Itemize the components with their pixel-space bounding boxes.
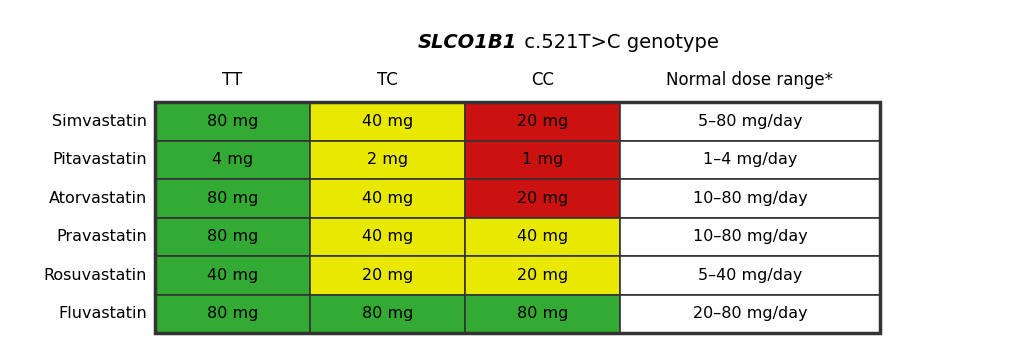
Text: Rosuvastatin: Rosuvastatin (44, 268, 147, 283)
Text: 80 mg: 80 mg (207, 191, 258, 206)
Text: 40 mg: 40 mg (362, 229, 413, 244)
Bar (155, 102, 310, 141)
Text: 80 mg: 80 mg (207, 229, 258, 244)
Bar (620, 256, 880, 295)
Text: 80 mg: 80 mg (207, 306, 258, 321)
Bar (310, 179, 465, 217)
Text: 2 mg: 2 mg (367, 152, 408, 167)
Bar (310, 102, 465, 141)
Text: Simvastatin: Simvastatin (52, 114, 147, 129)
Bar (620, 295, 880, 333)
Text: 80 mg: 80 mg (517, 306, 568, 321)
Bar (310, 256, 465, 295)
Text: c.521T>C genotype: c.521T>C genotype (518, 33, 718, 51)
Text: 80 mg: 80 mg (207, 114, 258, 129)
Bar (465, 256, 620, 295)
Bar (155, 217, 310, 256)
Bar (465, 179, 620, 217)
Text: Pitavastatin: Pitavastatin (52, 152, 147, 167)
Bar (310, 141, 465, 179)
Bar (465, 217, 620, 256)
Text: Normal dose range*: Normal dose range* (667, 71, 834, 89)
Bar (465, 102, 620, 141)
Bar (465, 295, 620, 333)
Text: Fluvastatin: Fluvastatin (58, 306, 147, 321)
Bar (620, 102, 880, 141)
Text: 10–80 mg/day: 10–80 mg/day (693, 229, 807, 244)
Text: Atorvastatin: Atorvastatin (49, 191, 147, 206)
Bar (620, 217, 880, 256)
Text: 40 mg: 40 mg (207, 268, 258, 283)
Bar (155, 141, 310, 179)
Text: 1–4 mg/day: 1–4 mg/day (703, 152, 797, 167)
Text: 40 mg: 40 mg (362, 191, 413, 206)
Text: 20 mg: 20 mg (517, 191, 568, 206)
Text: CC: CC (531, 71, 554, 89)
Text: TT: TT (222, 71, 242, 89)
Bar (310, 217, 465, 256)
Bar (155, 256, 310, 295)
Bar (465, 141, 620, 179)
Text: 20 mg: 20 mg (517, 268, 568, 283)
Bar (155, 102, 880, 333)
Text: 5–80 mg/day: 5–80 mg/day (698, 114, 802, 129)
Text: 40 mg: 40 mg (362, 114, 413, 129)
Text: 5–40 mg/day: 5–40 mg/day (698, 268, 802, 283)
Text: 20 mg: 20 mg (362, 268, 413, 283)
Bar (155, 179, 310, 217)
Text: 80 mg: 80 mg (362, 306, 413, 321)
Text: Pravastatin: Pravastatin (56, 229, 147, 244)
Bar (620, 179, 880, 217)
Text: 10–80 mg/day: 10–80 mg/day (693, 191, 807, 206)
Bar (310, 295, 465, 333)
Text: 4 mg: 4 mg (212, 152, 253, 167)
Bar (155, 295, 310, 333)
Text: 20–80 mg/day: 20–80 mg/day (693, 306, 807, 321)
Text: 40 mg: 40 mg (517, 229, 568, 244)
Bar (620, 141, 880, 179)
Text: SLCO1B1: SLCO1B1 (418, 33, 518, 51)
Text: TC: TC (377, 71, 398, 89)
Text: 1 mg: 1 mg (522, 152, 563, 167)
Text: 20 mg: 20 mg (517, 114, 568, 129)
